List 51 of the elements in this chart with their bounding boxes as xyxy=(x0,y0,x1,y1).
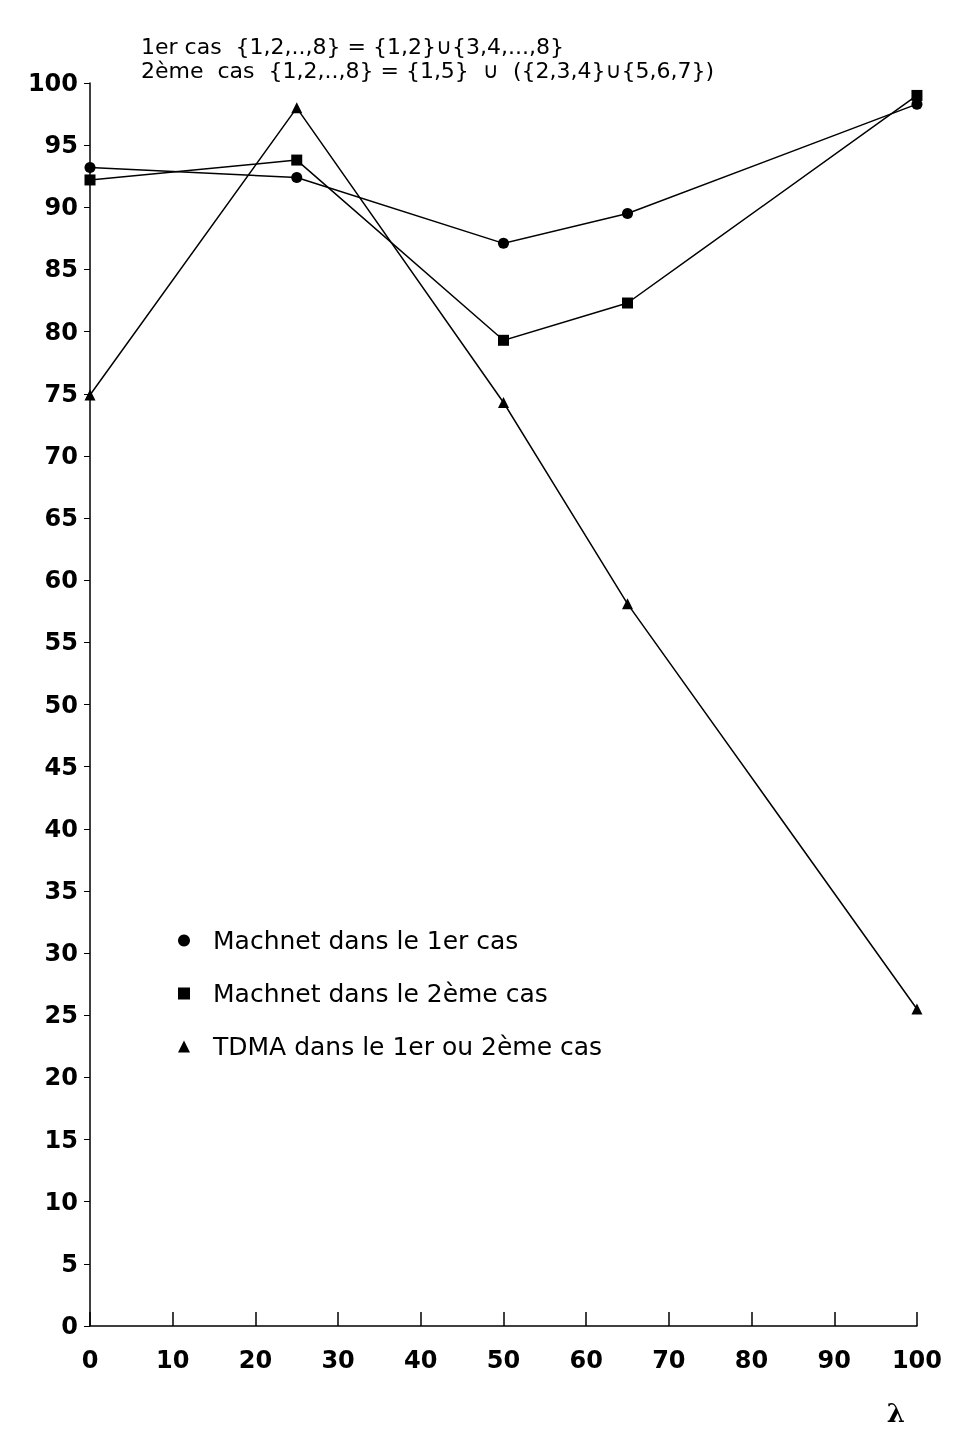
x-tick-label: 20 xyxy=(238,1346,273,1374)
y-tick-label: 95 xyxy=(44,131,78,160)
x-tick-label: 50 xyxy=(486,1346,521,1374)
point xyxy=(622,598,634,610)
point xyxy=(84,174,96,186)
legend-label: TDMA dans le 1er ou 2ème cas xyxy=(212,1032,603,1061)
y-tick-label: 75 xyxy=(44,379,78,408)
y-tick-label: 60 xyxy=(44,566,78,595)
legend-label: Machnet dans le 1er cas xyxy=(213,926,519,955)
point xyxy=(911,89,923,101)
x-tick-label: 40 xyxy=(404,1346,438,1374)
y-tick-label: 90 xyxy=(44,193,78,222)
point xyxy=(622,297,634,309)
y-tick-label: 50 xyxy=(44,690,78,719)
chart-title: 1er cas {1,2,..,8} = {1,2}∪{3,4,...,8} xyxy=(141,33,564,59)
x-tick-label: 80 xyxy=(734,1346,769,1374)
point xyxy=(291,154,303,166)
y-tick-label: 40 xyxy=(44,814,78,843)
point xyxy=(497,237,509,249)
point xyxy=(291,171,303,183)
y-tick-label: 80 xyxy=(44,317,78,346)
y-tick-label: 85 xyxy=(44,255,78,284)
y-tick-label: 70 xyxy=(44,441,78,470)
x-tick-label: 60 xyxy=(569,1346,603,1374)
x-axis-title: λ xyxy=(886,1398,905,1428)
x-tick-label: 90 xyxy=(817,1346,851,1374)
y-tick-label: 5 xyxy=(61,1249,78,1278)
y-tick-label: 55 xyxy=(44,628,78,657)
chart-subtitle: 2ème cas {1,2,..,8} = {1,5} ∪ ({2,3,4}∪{5,6,7}) xyxy=(141,57,715,83)
y-tick-label: 100 xyxy=(27,69,78,97)
point xyxy=(911,1003,923,1015)
point xyxy=(497,396,509,408)
y-tick-label: 35 xyxy=(44,876,78,905)
legend-label: Machnet dans le 2ème cas xyxy=(213,979,548,1008)
point xyxy=(84,162,96,174)
y-tick-label: 45 xyxy=(44,752,78,781)
x-tick-label: 30 xyxy=(321,1346,355,1374)
y-tick-label: 0 xyxy=(61,1312,78,1340)
x-tick-label: 100 xyxy=(891,1346,943,1374)
point xyxy=(622,208,634,220)
x-tick-label: 0 xyxy=(81,1346,99,1374)
y-tick-label: 65 xyxy=(44,504,78,533)
y-tick-label: 30 xyxy=(44,939,78,968)
y-tick-label: 20 xyxy=(44,1063,78,1092)
point xyxy=(291,102,303,114)
x-tick-label: 70 xyxy=(652,1346,686,1374)
y-tick-label: 10 xyxy=(44,1187,78,1216)
x-tick-label: 10 xyxy=(155,1346,190,1374)
point xyxy=(497,334,509,346)
y-tick-label: 25 xyxy=(44,1001,78,1030)
y-tick-label: 15 xyxy=(44,1125,78,1154)
